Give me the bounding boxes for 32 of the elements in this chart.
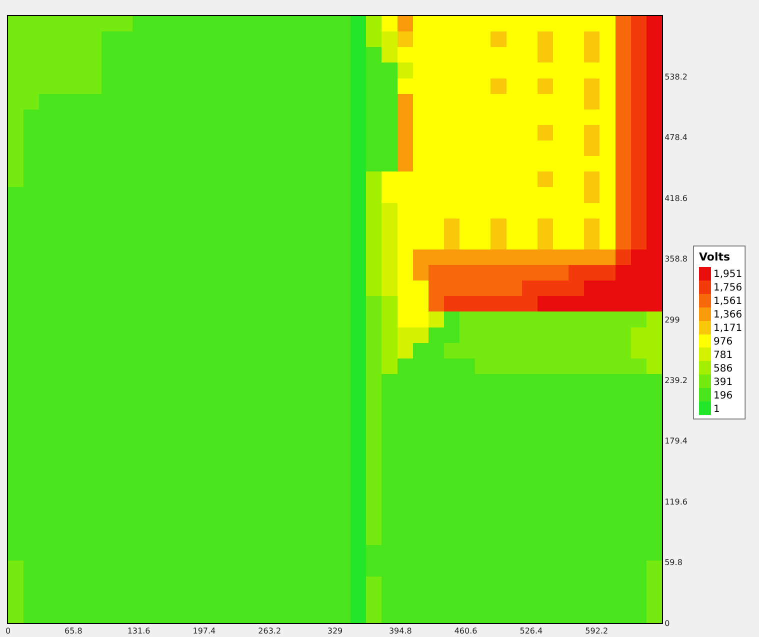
- color-bar-label: 1,171: [714, 323, 742, 334]
- x-tick-label: 329: [327, 626, 343, 636]
- y-tick-label: 179.4: [664, 436, 688, 446]
- y-tick-label: 358.8: [664, 254, 688, 264]
- color-bar-label: 1,951: [714, 269, 742, 280]
- color-bar-label: 1,561: [714, 296, 742, 308]
- y-tick-label: 119.6: [664, 497, 688, 506]
- x-tick-label: 526.4: [520, 626, 543, 636]
- x-tick-label: 592.2: [585, 626, 608, 636]
- color-bar-label: 586: [714, 363, 733, 374]
- color-bar-label: 781: [714, 350, 733, 361]
- color-bar-label: 391: [714, 376, 733, 388]
- y-tick-label: 299: [664, 315, 680, 324]
- y-tick-label: 0: [664, 618, 670, 628]
- color-bar-title: Volts: [699, 250, 730, 264]
- x-tick-label: 65.8: [64, 626, 82, 636]
- x-tick-label: 460.6: [454, 626, 478, 636]
- x-tick-label: 263.2: [258, 626, 282, 636]
- y-tick-label: 538.2: [664, 72, 688, 82]
- y-tick-label: 418.6: [664, 194, 688, 203]
- color-bar-label: 1,756: [714, 282, 742, 294]
- x-tick-label: 0: [5, 626, 11, 636]
- y-tick-label: 239.2: [664, 376, 688, 385]
- x-tick-label: 131.6: [127, 626, 150, 636]
- color-bar-label: 976: [714, 336, 733, 348]
- color-bar-label: 196: [714, 390, 733, 402]
- color-bar-label: 1: [714, 404, 720, 415]
- y-tick-label: 59.8: [664, 558, 682, 568]
- x-tick-label: 197.4: [192, 626, 216, 636]
- x-tick-label: 394.8: [388, 626, 412, 636]
- color-bar-label: 1,366: [714, 310, 742, 321]
- y-tick-label: 478.4: [664, 133, 688, 142]
